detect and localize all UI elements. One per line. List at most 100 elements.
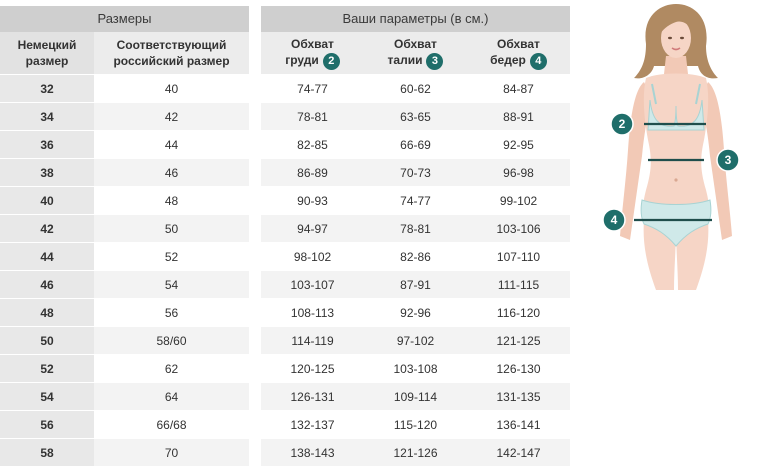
russian-size-cell: 58/60 [94, 327, 249, 354]
waist-cell: 78-81 [364, 215, 467, 242]
bra-strap-left [651, 83, 657, 105]
chest-marker: 2 [610, 112, 634, 136]
sizes-table-row: 42 50 [0, 214, 249, 242]
waist-cell: 66-69 [364, 131, 467, 158]
left-arm [620, 82, 652, 240]
params-table-title: Ваши параметры (в см.) [261, 6, 570, 32]
params-table: Ваши параметры (в см.) Обхват груди 2 Обх… [261, 6, 570, 466]
waist-cell: 87-91 [364, 271, 467, 298]
sizes-table-row: 50 58/60 [0, 326, 249, 354]
sizes-table-row: 54 64 [0, 382, 249, 410]
hips-header-line1: Обхват [497, 37, 540, 52]
body-measurement-figure: 2 3 4 [602, 4, 740, 290]
waist-marker-label: 3 [725, 153, 732, 167]
russian-size-cell: 40 [94, 75, 249, 102]
hips-marker: 4 [602, 208, 626, 232]
sizes-table: Размеры Немецкий размер Соответствующий … [0, 6, 249, 466]
params-table-row: 98-102 82-86 107-110 [261, 242, 570, 270]
hips-cell: 142-147 [467, 439, 570, 466]
waist-cell: 92-96 [364, 299, 467, 326]
sizes-table-row: 56 66/68 [0, 410, 249, 438]
bra-strap-right [695, 83, 701, 105]
russian-size-cell: 48 [94, 187, 249, 214]
hips-cell: 92-95 [467, 131, 570, 158]
waist-header: Обхват талии 3 [364, 32, 467, 74]
neck [664, 56, 688, 74]
waist-cell: 82-86 [364, 243, 467, 270]
torso [642, 73, 710, 222]
chest-cell: 138-143 [261, 439, 364, 466]
chest-cell: 74-77 [261, 75, 364, 102]
hips-cell: 88-91 [467, 103, 570, 130]
sizes-table-row: 46 54 [0, 270, 249, 298]
face [661, 18, 691, 58]
russian-size-cell: 70 [94, 439, 249, 466]
sizes-table-header: Немецкий размер Соответствующий российск… [0, 32, 249, 74]
waist-cell: 70-73 [364, 159, 467, 186]
chest-cell: 90-93 [261, 187, 364, 214]
right-eye [680, 36, 684, 40]
chest-cell: 98-102 [261, 243, 364, 270]
german-size-cell: 36 [0, 131, 94, 158]
chest-cell: 78-81 [261, 103, 364, 130]
german-size-header-line1: Немецкий [17, 38, 77, 52]
german-size-header: Немецкий размер [0, 32, 94, 74]
waist-cell: 97-102 [364, 327, 467, 354]
russian-size-header: Соответствующий российский размер [94, 32, 249, 74]
waist-cell: 109-114 [364, 383, 467, 410]
waist-cell: 121-126 [364, 439, 467, 466]
params-table-row: 78-81 63-65 88-91 [261, 102, 570, 130]
german-size-cell: 34 [0, 103, 94, 130]
russian-size-cell: 66/68 [94, 411, 249, 438]
hips-cell: 84-87 [467, 75, 570, 102]
russian-size-cell: 52 [94, 243, 249, 270]
hips-cell: 126-130 [467, 355, 570, 382]
hips-cell: 136-141 [467, 411, 570, 438]
russian-size-cell: 62 [94, 355, 249, 382]
sizes-table-row: 34 42 [0, 102, 249, 130]
sizes-table-row: 36 44 [0, 130, 249, 158]
params-table-row: 74-77 60-62 84-87 [261, 74, 570, 102]
hips-header-line2: бедер [490, 53, 526, 68]
params-table-body: 74-77 60-62 84-87 78-81 63-65 88-91 82-85 66-69… [261, 74, 570, 466]
sizes-table-row: 44 52 [0, 242, 249, 270]
chest-cell: 108-113 [261, 299, 364, 326]
hips-cell: 96-98 [467, 159, 570, 186]
chest-header: Обхват груди 2 [261, 32, 364, 74]
german-size-cell: 48 [0, 299, 94, 326]
hips-cell: 111-115 [467, 271, 570, 298]
hips-cell: 131-135 [467, 383, 570, 410]
russian-size-cell: 46 [94, 159, 249, 186]
sizes-table-row: 58 70 [0, 438, 249, 466]
sizes-table-row: 52 62 [0, 354, 249, 382]
german-size-cell: 44 [0, 243, 94, 270]
sizes-table-row: 38 46 [0, 158, 249, 186]
chest-cell: 126-131 [261, 383, 364, 410]
waist-cell: 74-77 [364, 187, 467, 214]
hair-front [660, 12, 695, 34]
waist-cell: 115-120 [364, 411, 467, 438]
sizes-table-row: 48 56 [0, 298, 249, 326]
chest-header-line1: Обхват [291, 37, 334, 52]
params-table-row: 94-97 78-81 103-106 [261, 214, 570, 242]
hips-cell: 116-120 [467, 299, 570, 326]
chest-badge: 2 [322, 52, 340, 70]
hips-marker-label: 4 [611, 213, 618, 227]
german-size-cell: 50 [0, 327, 94, 354]
german-size-cell: 54 [0, 383, 94, 410]
waist-cell: 63-65 [364, 103, 467, 130]
params-table-row: 114-119 97-102 121-125 [261, 326, 570, 354]
chest-header-line2: груди [285, 53, 319, 68]
sizes-table-row: 32 40 [0, 74, 249, 102]
params-table-row: 126-131 109-114 131-135 [261, 382, 570, 410]
waist-marker: 3 [716, 148, 740, 172]
chest-cell: 103-107 [261, 271, 364, 298]
params-table-row: 82-85 66-69 92-95 [261, 130, 570, 158]
waist-cell: 60-62 [364, 75, 467, 102]
german-size-cell: 46 [0, 271, 94, 298]
hips-badge: 4 [529, 52, 547, 70]
russian-size-header-line1: Соответствующий [116, 38, 227, 52]
hips-cell: 107-110 [467, 243, 570, 270]
briefs [640, 199, 712, 247]
russian-size-cell: 50 [94, 215, 249, 242]
